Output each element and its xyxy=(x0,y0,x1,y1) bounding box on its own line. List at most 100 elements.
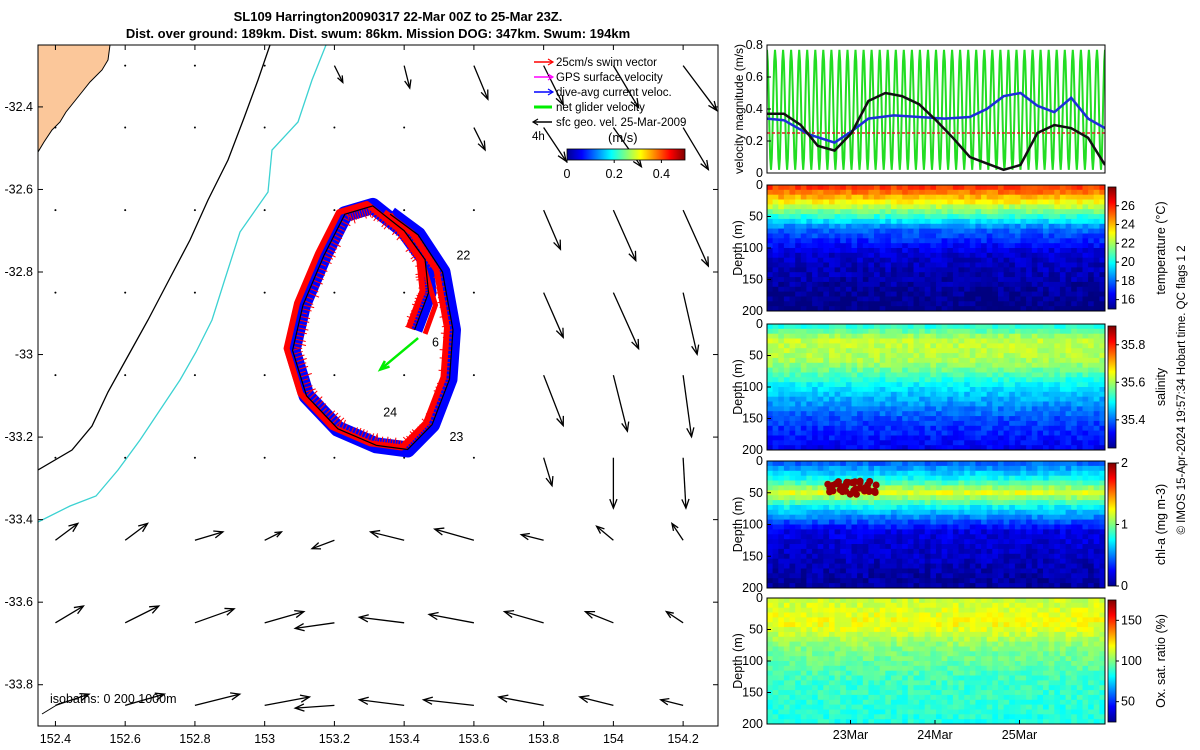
section-cell xyxy=(964,272,971,278)
section-cell xyxy=(840,248,847,254)
section-cell xyxy=(1020,440,1027,446)
section-cell xyxy=(1071,243,1078,249)
section-cell xyxy=(969,204,976,210)
swim-vector xyxy=(294,342,307,347)
section-cell xyxy=(998,391,1005,398)
section-cell xyxy=(857,328,864,335)
section-cell xyxy=(992,485,999,491)
swim-vector xyxy=(341,220,351,227)
swim-vector xyxy=(439,305,449,308)
section-cell xyxy=(806,204,813,210)
section-cell xyxy=(772,367,779,373)
section-cell xyxy=(947,509,954,516)
section-cell xyxy=(890,238,898,244)
section-cell xyxy=(952,544,960,550)
section-cell xyxy=(1059,233,1067,239)
section-cell xyxy=(772,435,779,441)
section-cell xyxy=(1014,301,1022,307)
section-cell xyxy=(1014,357,1022,364)
section-cell xyxy=(1054,430,1061,436)
section-cell xyxy=(851,396,858,403)
section-cell xyxy=(834,391,841,398)
section-cell xyxy=(1020,238,1027,244)
section-cell xyxy=(952,470,960,477)
section-cell xyxy=(1099,348,1105,354)
section-cell xyxy=(890,233,898,239)
section-cell xyxy=(851,328,858,335)
section-cell xyxy=(1082,252,1089,259)
section-cell xyxy=(879,558,886,565)
section-cell xyxy=(812,291,819,297)
section-cell xyxy=(902,281,909,288)
swim-vector xyxy=(407,319,418,325)
section-cell xyxy=(1088,228,1095,234)
section-cell xyxy=(896,544,903,550)
section-cell xyxy=(879,387,886,393)
swim-vector xyxy=(319,403,327,410)
section-cell xyxy=(845,233,853,239)
section-cell xyxy=(936,281,943,288)
section-cell xyxy=(913,461,920,467)
section-cell xyxy=(817,435,824,441)
section-cell xyxy=(862,223,869,230)
section-cell xyxy=(868,286,875,293)
section-cell xyxy=(806,401,813,407)
section-cell xyxy=(1014,286,1022,293)
section-cell xyxy=(823,199,830,205)
swim-vector xyxy=(367,207,372,218)
section-cell xyxy=(1076,199,1083,205)
section-cell xyxy=(879,194,886,201)
swim-vector xyxy=(414,297,426,303)
section-cell xyxy=(964,218,971,225)
swim-vector xyxy=(409,313,420,318)
section-cell xyxy=(1031,257,1038,264)
section-cell xyxy=(783,301,791,307)
section-cell xyxy=(795,534,802,540)
section-cell xyxy=(1071,348,1078,354)
section-cell xyxy=(767,348,774,354)
section-cell xyxy=(795,306,802,311)
section-cell xyxy=(806,485,813,491)
section-cell xyxy=(806,353,813,359)
section-cell xyxy=(1093,372,1100,378)
section-cell xyxy=(840,257,847,264)
section-cell xyxy=(992,281,999,288)
section-cell xyxy=(890,382,898,388)
section-cell xyxy=(890,377,898,383)
section-cell xyxy=(941,301,948,307)
section-cell xyxy=(1065,470,1072,477)
section-cell xyxy=(1082,548,1089,555)
section-cell xyxy=(964,257,971,264)
section-cell xyxy=(1054,495,1061,501)
section-cell xyxy=(981,440,988,446)
section-cell xyxy=(851,281,858,288)
section-cell xyxy=(851,353,858,359)
section-cell xyxy=(1059,204,1067,210)
section-cell xyxy=(1059,353,1067,359)
section-cell xyxy=(1003,324,1010,330)
section-cell xyxy=(851,445,858,450)
section-cell xyxy=(964,353,971,359)
section-cell xyxy=(975,281,982,288)
section-cell xyxy=(857,495,864,501)
section-cell xyxy=(829,272,836,278)
section-cell xyxy=(817,286,824,293)
section-cell xyxy=(851,391,858,398)
section-cell xyxy=(874,338,881,344)
section-cell xyxy=(896,505,903,511)
section-cell xyxy=(823,377,830,383)
section-cell xyxy=(845,509,853,516)
section-cell xyxy=(1048,357,1055,364)
section-cell xyxy=(874,470,881,477)
section-cell xyxy=(941,324,948,330)
section-cell xyxy=(1082,425,1089,432)
section-cell xyxy=(1014,475,1022,482)
section-cell xyxy=(964,420,971,427)
section-cell xyxy=(1071,500,1078,506)
section-cell xyxy=(806,573,813,579)
section-cell xyxy=(1071,204,1078,210)
section-cell xyxy=(1093,218,1100,225)
section-cell xyxy=(1093,514,1100,521)
section-cell xyxy=(1043,377,1050,383)
section-cell xyxy=(890,544,898,550)
